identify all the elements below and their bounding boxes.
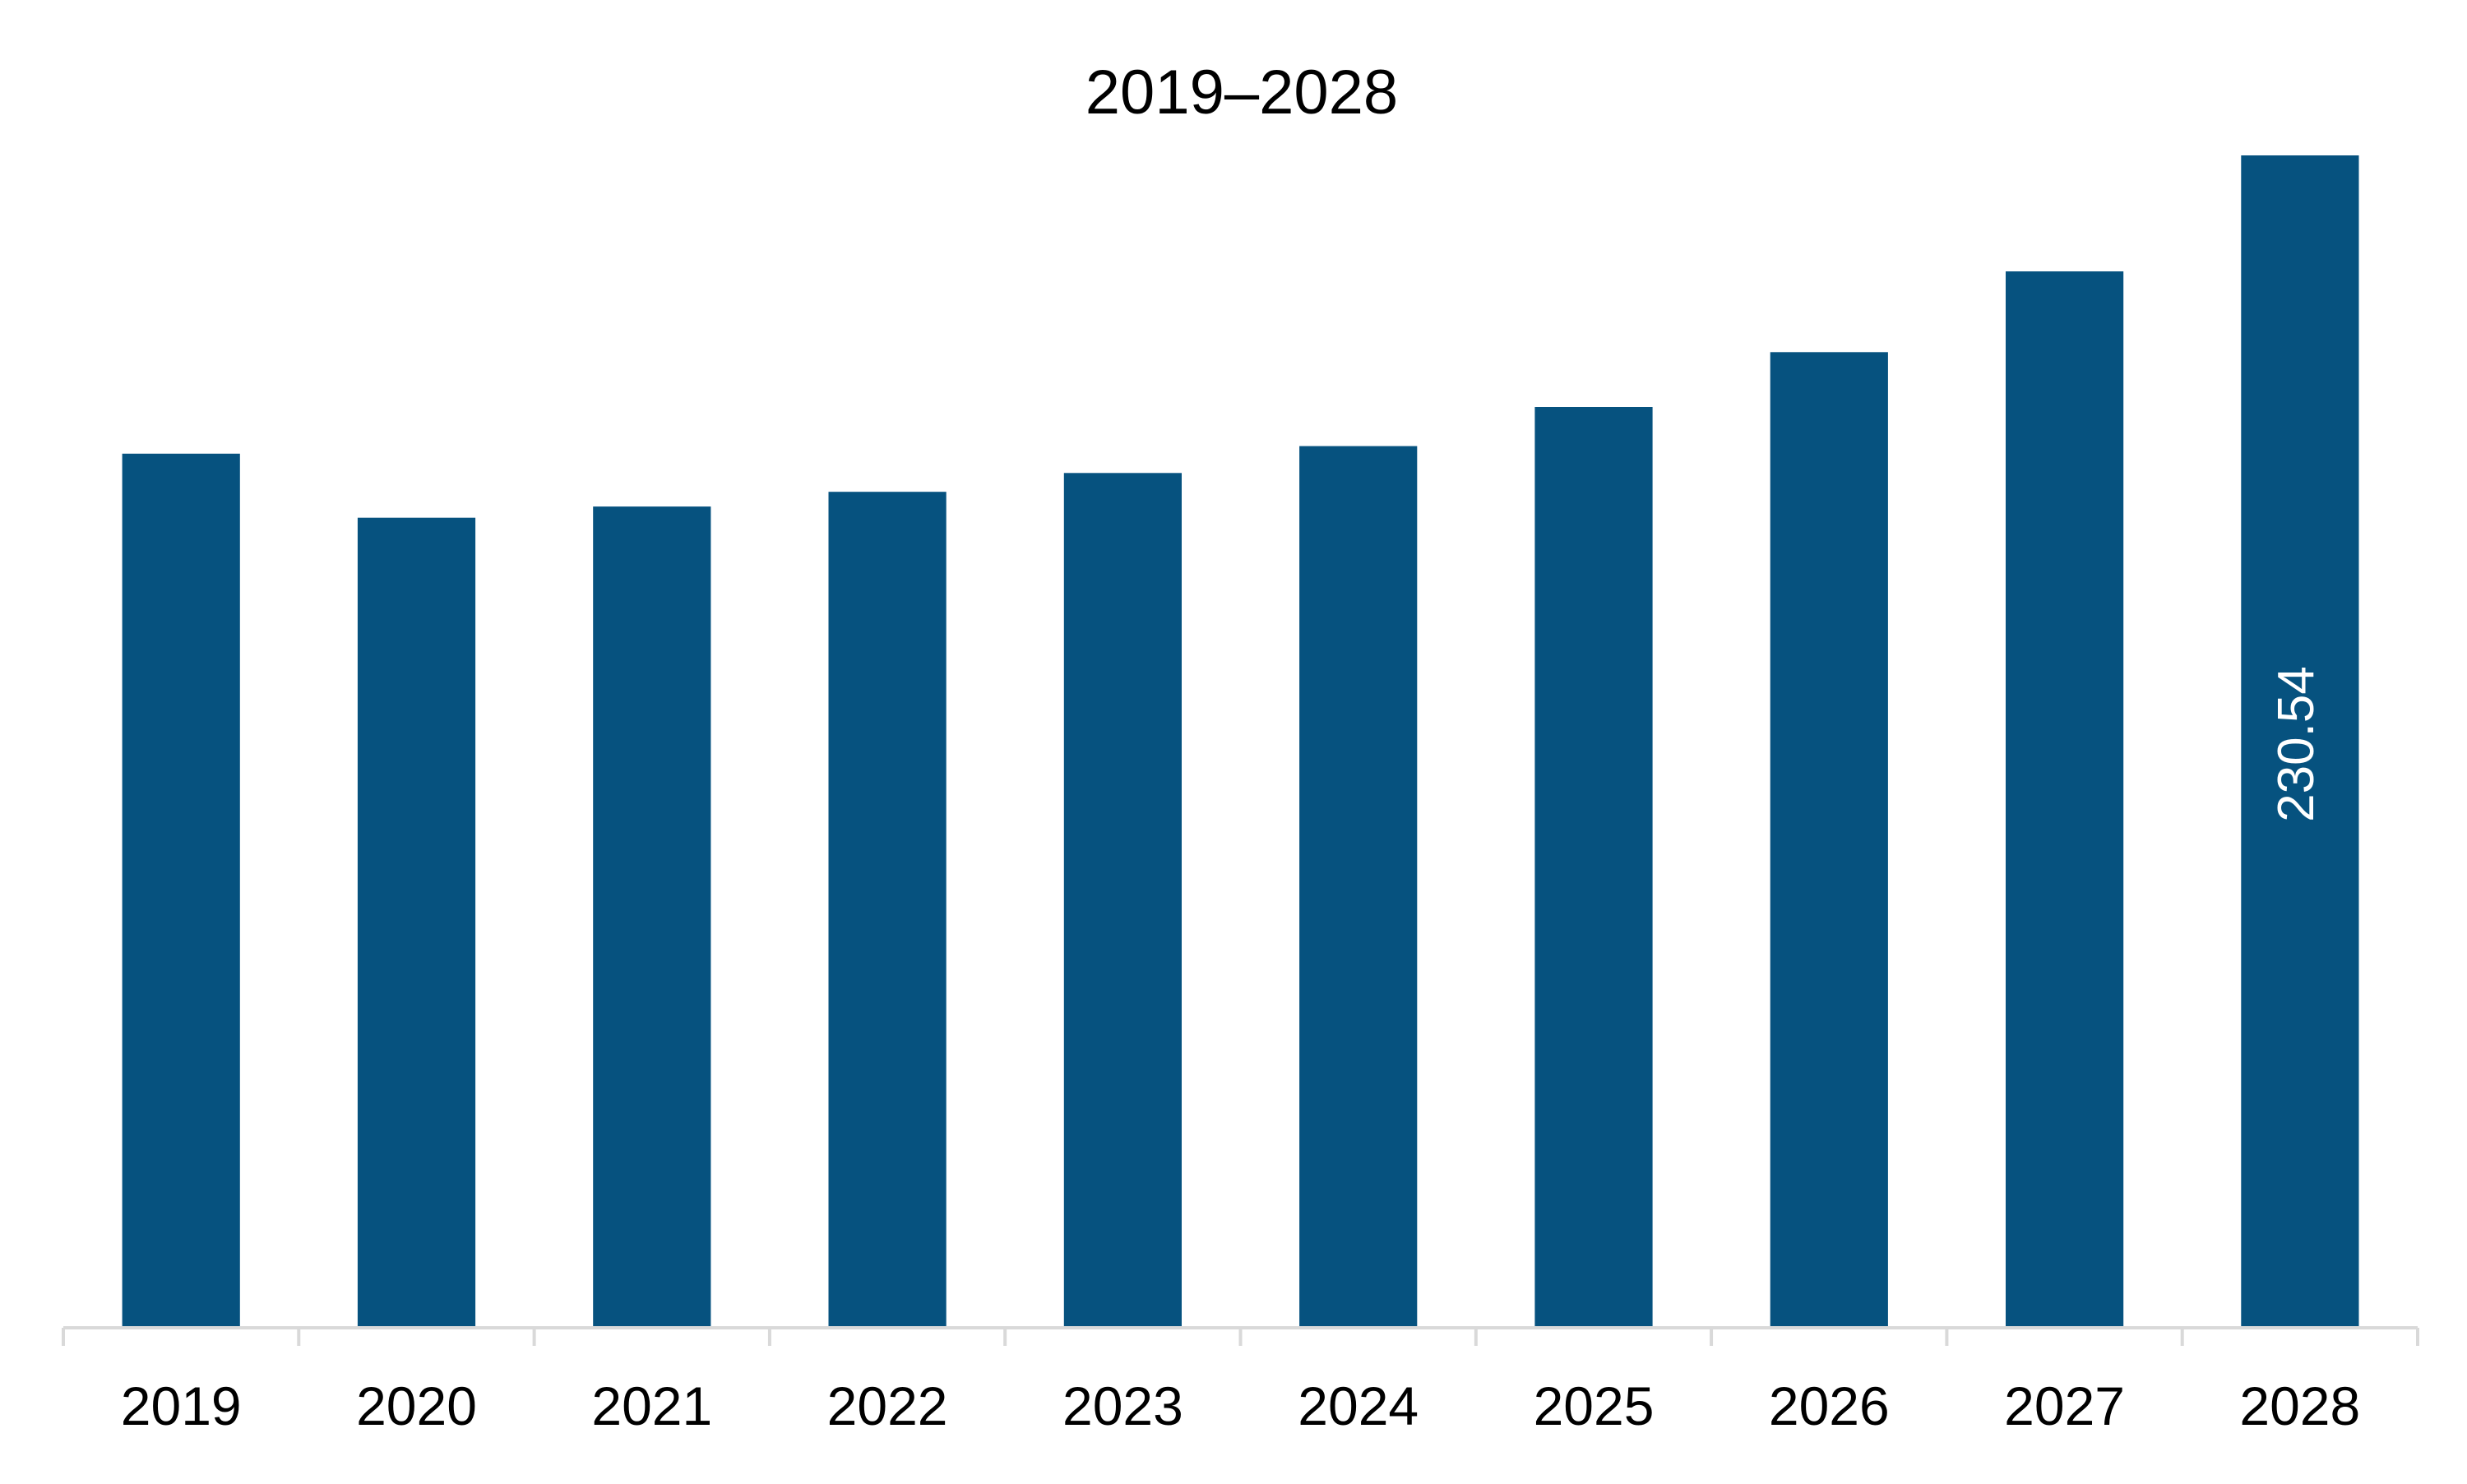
x-tick-label-2022: 2022	[827, 1375, 948, 1436]
x-tick-label-2021: 2021	[591, 1375, 712, 1436]
bar-2020	[357, 517, 476, 1326]
x-tick-label-2027: 2027	[2004, 1375, 2125, 1436]
x-tick-label-2026: 2026	[1769, 1375, 1890, 1436]
bar-2025	[1534, 407, 1653, 1326]
x-tick-label-2023: 2023	[1062, 1375, 1183, 1436]
x-tick-label-2024: 2024	[1298, 1375, 1419, 1436]
bar-2026	[1770, 352, 1888, 1326]
x-axis: 2019 2020 2021 2022 2023 2024 2025 2026 2027 2028	[62, 1326, 2419, 1436]
data-label-2028: 230.54	[2268, 666, 2325, 822]
bar-2021	[593, 506, 711, 1326]
bar-2027	[2006, 271, 2124, 1327]
bar-2022	[828, 492, 947, 1326]
data-labels-group: 230.54	[2268, 666, 2325, 822]
bar-2024	[1299, 446, 1418, 1326]
x-tick-label-2028: 2028	[2239, 1375, 2360, 1436]
bar-2019	[122, 453, 240, 1326]
bar-2023	[1063, 473, 1182, 1326]
chart-title: 2019–2028	[1085, 58, 1398, 127]
x-tick-label-2020: 2020	[356, 1375, 477, 1436]
bars-group	[122, 155, 2359, 1327]
bar-2028	[2241, 155, 2359, 1326]
x-tick-label-2019: 2019	[121, 1375, 242, 1436]
x-tick-label-2025: 2025	[1534, 1375, 1655, 1436]
